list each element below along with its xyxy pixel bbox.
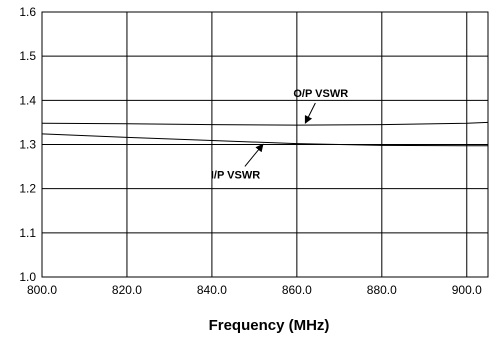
plot-frame	[41, 11, 489, 278]
annotation-label: I/P VSWR	[211, 169, 260, 181]
y-tick-labels: 1.0 1.1 1.2 1.3 1.4 1.5 1.6	[19, 5, 36, 284]
x-tick-label: 840.0	[197, 283, 227, 297]
x-tick-label: 800.0	[27, 283, 57, 297]
y-tick-label: 1.0	[19, 270, 36, 284]
grid-lines	[41, 11, 488, 278]
series-line-ipvswr	[41, 133, 488, 147]
annotations: O/P VSWR I/P VSWR	[211, 88, 348, 181]
x-tick-label: 860.0	[282, 283, 312, 297]
x-tick-label: 820.0	[112, 283, 142, 297]
series-lines	[41, 121, 489, 147]
annotation-arrow	[304, 102, 316, 124]
annotation-label: O/P VSWR	[293, 88, 348, 100]
y-tick-label: 1.5	[19, 49, 36, 63]
x-tick-labels: 800.0 820.0 840.0 860.0 880.0 900.0	[27, 283, 482, 297]
series-line-opvswr	[41, 121, 489, 126]
y-tick-label: 1.4	[19, 93, 36, 107]
x-axis-label: Frequency (MHz)	[209, 317, 330, 334]
y-tick-label: 1.3	[19, 138, 36, 152]
y-tick-label: 1.1	[19, 226, 36, 240]
y-tick-label: 1.2	[19, 182, 36, 196]
x-tick-label: 880.0	[367, 283, 397, 297]
x-tick-label: 900.0	[452, 283, 482, 297]
annotation-arrow	[244, 143, 264, 167]
plot-border	[41, 11, 489, 278]
y-tick-label: 1.6	[19, 5, 36, 19]
